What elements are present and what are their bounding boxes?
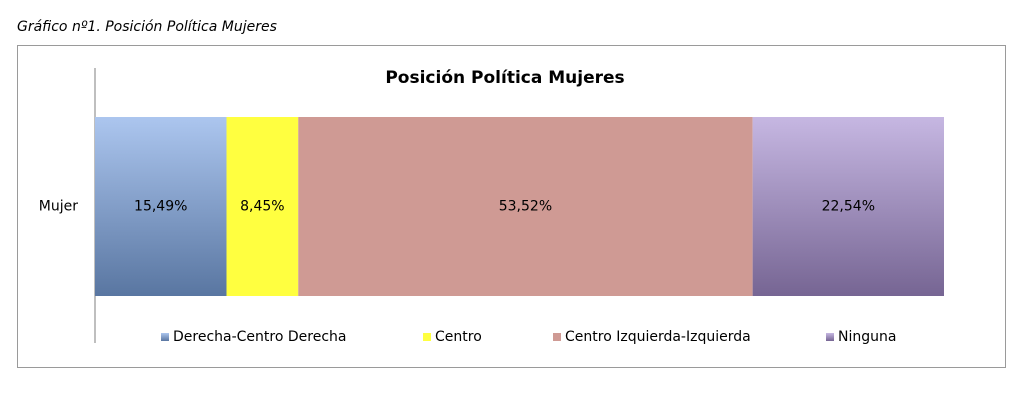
bar-segment bbox=[95, 117, 227, 296]
legend-label: Derecha-Centro Derecha bbox=[173, 329, 346, 345]
data-label: 22,54% bbox=[822, 199, 875, 215]
legend-label: Centro bbox=[435, 329, 482, 345]
bar-segment bbox=[752, 117, 944, 296]
legend-swatch bbox=[161, 333, 169, 341]
legend-label: Ninguna bbox=[838, 329, 896, 345]
legend-swatch bbox=[553, 333, 561, 341]
legend-swatch bbox=[423, 333, 431, 341]
chart-caption: Gráfico nº1. Posición Política Mujeres bbox=[17, 19, 277, 35]
chart-frame bbox=[17, 45, 1006, 368]
data-label: 8,45% bbox=[240, 199, 284, 215]
legend-label: Centro Izquierda-Izquierda bbox=[565, 329, 751, 345]
bar-segment bbox=[298, 117, 753, 296]
y-tick-label: Mujer bbox=[39, 199, 78, 215]
bar-segment bbox=[226, 117, 299, 296]
legend-swatch bbox=[826, 333, 834, 341]
data-label: 15,49% bbox=[134, 199, 187, 215]
data-label: 53,52% bbox=[499, 199, 552, 215]
chart-title: Posición Política Mujeres bbox=[385, 68, 624, 88]
